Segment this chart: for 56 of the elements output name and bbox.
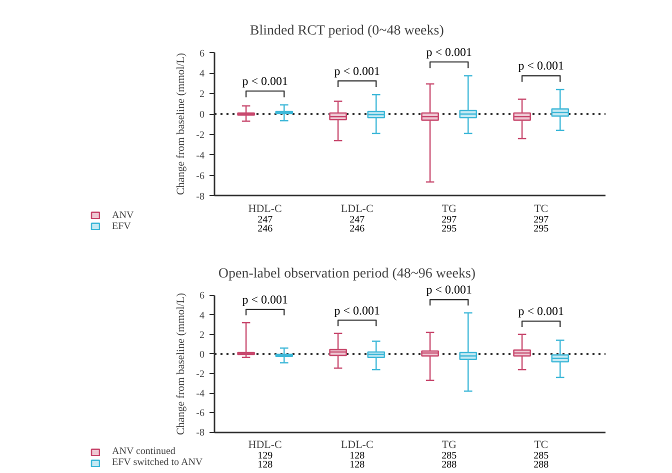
text: 295 (442, 223, 457, 234)
chart-title: Open-label observation period (48~96 weeks) (218, 266, 476, 282)
y-tick-label: -4 (196, 388, 205, 400)
text: 295 (534, 223, 549, 234)
y-tick-label: -6 (196, 408, 205, 420)
legend-label: ANV (112, 210, 134, 221)
y-tick-label: -2 (196, 369, 205, 380)
x-tick-label: HDL-C (248, 439, 282, 452)
x-tick-label: TG (442, 202, 456, 215)
y-tick-label: -6 (196, 170, 205, 182)
y-tick-label: 4 (200, 310, 204, 322)
text: 297 (442, 214, 457, 226)
annotation: p < 0.001 (334, 303, 380, 318)
y-tick-label: -2 (196, 130, 205, 141)
legend-label: ANV continued (112, 446, 176, 458)
annotation: p < 0.001 (242, 292, 288, 306)
y-axis-title: Change from baseline (mmol/L) (175, 292, 188, 436)
annotation: p < 0.001 (426, 44, 472, 59)
text: 128 (258, 460, 273, 471)
text: 129 (258, 450, 273, 462)
legend-label: EFV switched to ANV (112, 457, 203, 468)
chart-title: Blinded RCT period (0~48 weeks) (250, 24, 444, 38)
text: 128 (350, 450, 365, 462)
y-tick-label: 2 (200, 330, 204, 341)
annotation: p < 0.001 (518, 58, 564, 73)
x-tick-label: TC (534, 202, 548, 215)
x-tick-label: TC (534, 439, 548, 452)
y-tick-label: 6 (200, 48, 204, 60)
annotation: p < 0.001 (334, 64, 380, 78)
text: 128 (350, 460, 365, 471)
text: 246 (258, 223, 273, 234)
text: 247 (258, 214, 273, 226)
text: 285 (442, 450, 457, 462)
y-tick-label: -4 (196, 150, 205, 162)
annotation: p < 0.001 (242, 74, 288, 88)
text: 288 (442, 460, 457, 471)
x-tick-label: HDL-C (248, 202, 282, 215)
y-axis-title: Change from baseline (mmol/L) (175, 52, 188, 196)
x-tick-label: LDL-C (340, 202, 374, 215)
y-tick-label: 2 (200, 89, 204, 100)
y-tick-label: -8 (196, 191, 205, 202)
text: 288 (534, 460, 549, 471)
x-tick-label: LDL-C (340, 439, 374, 452)
legend-label: EFV (112, 220, 132, 232)
y-tick-label: 0 (200, 349, 204, 360)
annotation: p < 0.001 (426, 282, 472, 297)
text: 247 (350, 214, 365, 226)
y-tick-label: 0 (200, 110, 204, 121)
text: 246 (350, 223, 365, 234)
y-tick-label: 6 (200, 290, 204, 302)
text: 285 (534, 450, 549, 462)
x-tick-label: TG (442, 439, 456, 452)
y-tick-label: 4 (200, 68, 204, 80)
text: 297 (534, 214, 549, 226)
y-tick-label: -8 (196, 428, 205, 439)
annotation: p < 0.001 (518, 304, 564, 318)
